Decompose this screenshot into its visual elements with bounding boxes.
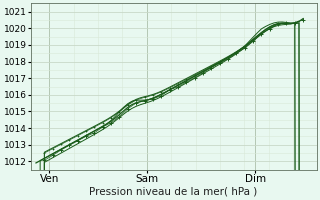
X-axis label: Pression niveau de la mer( hPa ): Pression niveau de la mer( hPa ) [90, 187, 258, 197]
